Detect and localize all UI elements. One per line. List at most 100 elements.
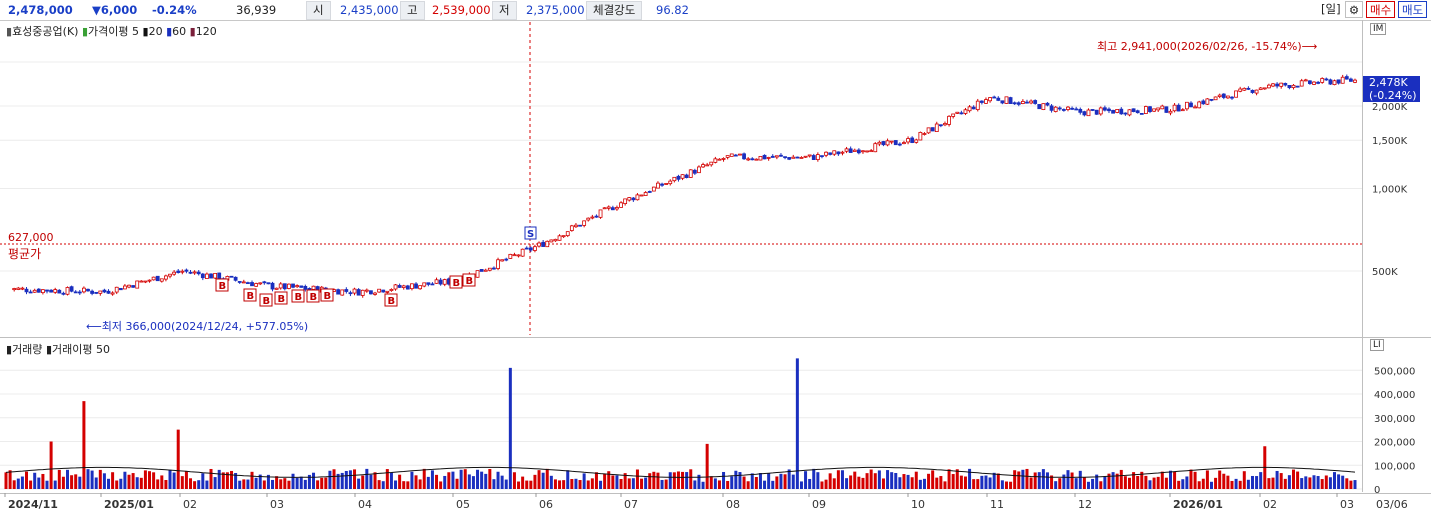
- volume-bar: [996, 473, 1000, 489]
- price-change: ▼6,000: [92, 3, 138, 17]
- volume-bar: [1242, 471, 1246, 489]
- volume-bar: [484, 473, 488, 489]
- volume-bar: [1255, 476, 1259, 489]
- volume-bar: [107, 478, 111, 489]
- volume-bar: [611, 475, 615, 489]
- buy-signal-marker: [291, 289, 305, 303]
- volume-bar: [20, 476, 24, 489]
- candle-body: [434, 279, 439, 284]
- candle-body: [1016, 102, 1021, 105]
- volume-bar: [369, 474, 373, 489]
- volume-bar: [455, 478, 459, 489]
- volume-tick-label: 0: [1374, 485, 1380, 496]
- candle-body: [32, 289, 37, 293]
- volume-bar: [180, 476, 184, 489]
- volume-bar: [1058, 478, 1062, 489]
- candle-body: [438, 279, 443, 285]
- volume-bar: [148, 471, 152, 489]
- candle-body: [184, 269, 189, 272]
- candle-body: [705, 164, 710, 167]
- candle-body: [1156, 107, 1161, 111]
- candle-body: [680, 174, 685, 179]
- candle-body: [127, 284, 131, 288]
- volume-bar: [771, 480, 775, 489]
- volume-bar: [1283, 478, 1287, 489]
- candle-body: [791, 156, 796, 159]
- buy-signal-marker: [384, 293, 398, 307]
- candle-body: [1320, 78, 1325, 83]
- candle-body: [820, 155, 824, 158]
- sell-button[interactable]: 매도: [1398, 1, 1428, 18]
- panel-settings-button[interactable]: IM: [1370, 23, 1387, 35]
- candle-body: [1082, 111, 1087, 116]
- volume-bar: [627, 478, 631, 489]
- candle-body: [713, 158, 718, 163]
- volume-bar: [361, 475, 365, 489]
- volume-bar: [377, 480, 381, 489]
- volume-bar: [344, 470, 348, 489]
- candle-body: [828, 152, 833, 155]
- volume-bar: [414, 475, 418, 489]
- buy-button[interactable]: 매수: [1366, 1, 1396, 18]
- volume-bar: [861, 477, 865, 489]
- strength-label: 체결강도: [586, 1, 643, 20]
- candle-body: [1299, 80, 1304, 87]
- volume-ma-line: [5, 466, 1356, 478]
- candle-body: [65, 287, 70, 295]
- candle-body: [975, 100, 980, 110]
- volume-bar: [1197, 481, 1201, 489]
- volume-bar: [131, 473, 135, 489]
- x-tick-label: 2026/01: [1173, 498, 1223, 511]
- volume-bar: [672, 472, 676, 489]
- buy-signal-marker: [259, 293, 273, 307]
- volume-bar: [1168, 470, 1172, 489]
- volume-bar: [283, 478, 287, 489]
- candle-body: [1180, 109, 1185, 112]
- candle-body: [69, 286, 74, 292]
- volume-bar: [857, 476, 861, 489]
- volume-bar: [271, 479, 275, 489]
- candle-body: [979, 100, 984, 103]
- x-tick-label: 02: [1263, 498, 1277, 511]
- x-tick-label: 04: [358, 498, 372, 511]
- candle-body: [147, 279, 152, 282]
- volume-bar: [447, 472, 451, 489]
- x-tick-label: 11: [990, 498, 1004, 511]
- volume-bar: [266, 474, 270, 489]
- buy-signal-label: B: [219, 281, 227, 292]
- candle-body: [943, 123, 947, 126]
- volume-bar: [459, 469, 463, 489]
- candle-body: [270, 282, 275, 290]
- candle-body: [500, 259, 505, 262]
- volume-bar: [295, 477, 299, 489]
- volume-bar: [1004, 481, 1008, 489]
- volume-bar: [1127, 477, 1131, 489]
- volume-tick-label: 500,000: [1374, 366, 1415, 377]
- low-value: 2,375,000: [526, 3, 585, 17]
- candle-body: [877, 141, 882, 145]
- period-button[interactable]: [일]: [1318, 1, 1344, 18]
- candle-body: [168, 273, 172, 277]
- high-value: 2,539,000: [432, 3, 491, 17]
- current-price-tag-value: 2,478K: [1369, 76, 1408, 89]
- gear-icon[interactable]: ⚙: [1345, 1, 1363, 18]
- candle-body: [430, 283, 435, 286]
- candle-body: [623, 198, 628, 204]
- candle-body: [258, 282, 263, 285]
- candle-body: [377, 288, 382, 293]
- candle-body: [213, 272, 218, 279]
- candle-body: [832, 150, 837, 155]
- volume-panel-settings-button[interactable]: LI: [1370, 339, 1384, 351]
- candle-body: [533, 246, 537, 251]
- volume-bar: [562, 480, 566, 489]
- volume-bar: [709, 476, 713, 489]
- candle-body: [246, 282, 250, 285]
- current-price-tag: 2,478K (-0.24%): [1363, 76, 1420, 102]
- candle-body: [274, 287, 279, 290]
- volume-bar: [307, 474, 311, 489]
- volume-bar: [426, 476, 430, 489]
- candle-body: [364, 289, 369, 292]
- candle-body: [1307, 80, 1312, 84]
- buy-signal-label: B: [453, 278, 461, 289]
